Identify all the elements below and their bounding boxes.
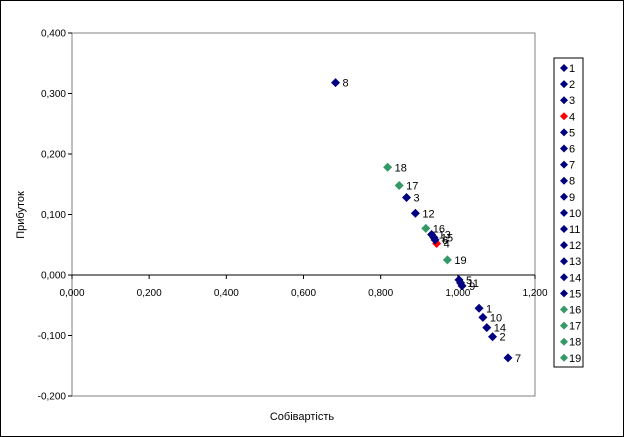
legend-label-19: 19 [569, 353, 581, 365]
point-18 [383, 162, 393, 172]
legend-marker-4 [560, 112, 568, 121]
y-axis: -0,200 -0,100 0,000 0,100 0,200 0,300 0,400 [38, 29, 72, 403]
legend-label-3: 3 [569, 95, 575, 107]
legend-label-7: 7 [569, 160, 575, 172]
legend-marker-13 [560, 257, 568, 266]
legend-label-11: 11 [569, 224, 580, 236]
y-tick-label: -0,200 [38, 392, 67, 403]
x-tick-label: 0,600 [291, 288, 316, 299]
legend [553, 57, 584, 368]
point-2 [488, 332, 498, 342]
point-label-3: 3 [414, 193, 420, 205]
point-3 [402, 193, 412, 203]
point-label-15: 15 [441, 232, 453, 244]
x-tick-label: 0,800 [368, 288, 393, 299]
legend-label-16: 16 [569, 305, 581, 317]
point-14 [482, 323, 492, 333]
legend-label-9: 9 [569, 192, 575, 204]
legend-marker-7 [560, 160, 568, 169]
point-label-6: 6 [442, 235, 448, 247]
point-17 [394, 180, 404, 190]
point-label-4: 4 [444, 239, 450, 251]
legend-marker-12 [560, 241, 568, 250]
x-tick-label: 1,200 [522, 288, 547, 299]
point-label-7: 7 [515, 353, 521, 365]
point-15 [429, 232, 439, 242]
point-label-2: 2 [500, 332, 506, 344]
legend-marker-19 [560, 353, 568, 362]
legend-marker-1 [560, 64, 568, 72]
point-label-19: 19 [454, 255, 466, 267]
point-label-10: 10 [490, 312, 502, 324]
x-tick-label: 0,400 [214, 288, 239, 299]
y-tick-label: 0,200 [41, 150, 66, 161]
legend-label-5: 5 [569, 127, 575, 139]
point-8 [331, 78, 341, 88]
x-tick-label: 1,000 [445, 288, 470, 299]
legend-marker-16 [560, 305, 568, 314]
legend-marker-6 [560, 144, 568, 153]
legend-marker-14 [560, 273, 568, 282]
legend-label-1: 1 [569, 63, 575, 75]
legend-label-6: 6 [569, 144, 575, 156]
x-tick-label: 0,000 [59, 288, 84, 299]
x-axis-title: Собівартість [270, 411, 335, 423]
point-11 [456, 278, 466, 288]
point-label-11: 11 [468, 278, 479, 290]
x-axis: 0,000 0,200 0,400 0,600 0,800 1,000 1,200 [59, 274, 548, 299]
point-10 [478, 312, 488, 322]
legend-label-8: 8 [569, 176, 575, 188]
legend-label-13: 13 [569, 256, 581, 268]
legend-marker-9 [560, 192, 568, 201]
legend-marker-10 [560, 208, 568, 217]
y-tick-label: 0,300 [41, 89, 66, 100]
legend-label-15: 15 [569, 288, 581, 300]
x-tick-label: 0,200 [137, 288, 162, 299]
legend-marker-15 [560, 289, 568, 298]
legend-label-4: 4 [569, 111, 575, 123]
legend-label-18: 18 [569, 337, 581, 349]
legend-marker-18 [560, 337, 568, 346]
point-16 [421, 223, 431, 233]
point-label-8: 8 [343, 78, 349, 90]
legend-marker-8 [560, 176, 568, 185]
legend-label-12: 12 [569, 240, 581, 252]
legend-label-10: 10 [569, 208, 581, 220]
point-12 [410, 208, 420, 218]
point-label-18: 18 [395, 162, 407, 174]
legend-marker-11 [560, 225, 568, 233]
y-tick-label: 0,000 [41, 271, 66, 282]
legend-label-17: 17 [569, 321, 581, 333]
point-1 [474, 303, 484, 313]
legend-marker-3 [560, 96, 568, 105]
point-label-5: 5 [466, 275, 472, 287]
legend-label-2: 2 [569, 79, 575, 91]
point-label-16: 16 [433, 223, 445, 235]
point-label-12: 12 [422, 208, 434, 220]
point-label-14: 14 [494, 323, 506, 335]
point-label-1: 1 [486, 303, 492, 315]
point-label-17: 17 [406, 180, 418, 192]
y-tick-label: 0,400 [41, 29, 66, 40]
point-7 [503, 353, 513, 363]
point-label-9: 9 [469, 281, 475, 293]
point-19 [442, 255, 452, 265]
plot-area [71, 32, 536, 397]
y-axis-title: Прибуток [15, 191, 27, 239]
legend-marker-17 [560, 321, 568, 330]
legend-label-14: 14 [569, 272, 581, 284]
y-tick-label: 0,100 [41, 210, 66, 221]
y-tick-label: -0,100 [38, 331, 67, 342]
legend-marker-5 [560, 128, 568, 137]
point-label-13: 13 [439, 229, 451, 241]
legend-marker-2 [560, 80, 568, 89]
